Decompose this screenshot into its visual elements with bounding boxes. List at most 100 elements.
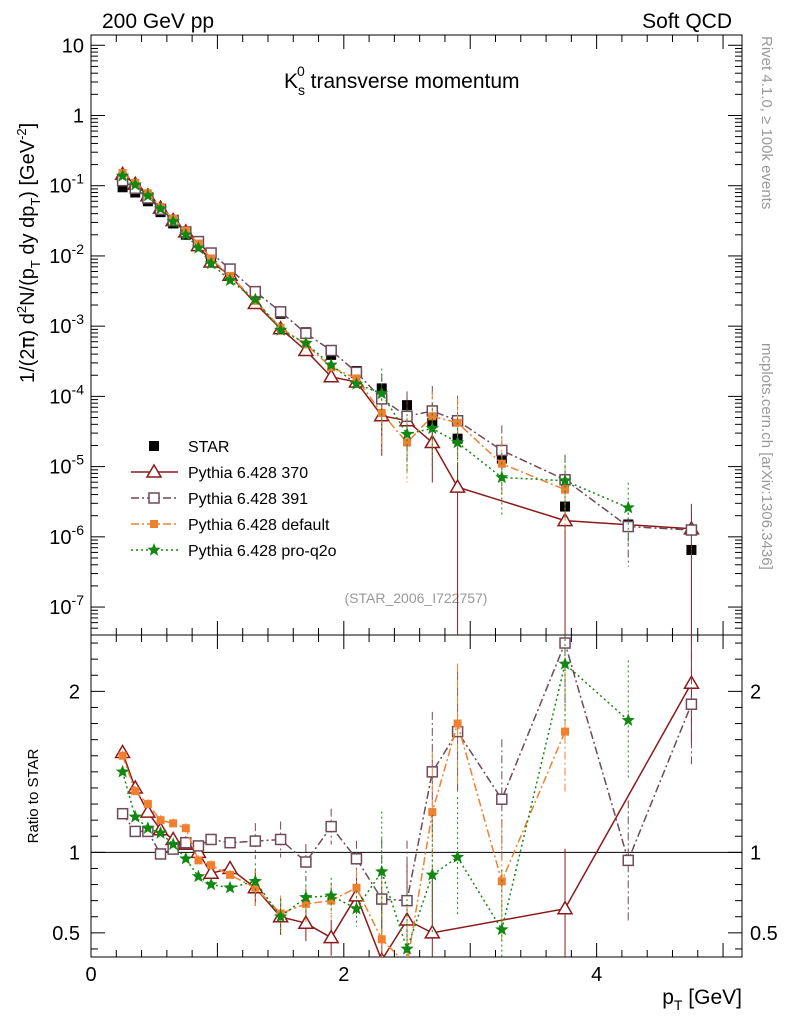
plot-title-main: K <box>284 70 298 93</box>
ratio-marker-p391 <box>685 698 698 710</box>
main-marker-pq2o <box>248 292 262 306</box>
xlabel-p: p <box>662 986 674 1009</box>
main-y-tick-label: 10-4 <box>49 381 84 408</box>
main-y-axis-label: 1/(2π) d2N/(pT dy dpT) [GeV-2] <box>14 123 43 383</box>
main-marker-pdef <box>377 408 386 417</box>
ratio-marker-pq2o <box>621 713 635 726</box>
ratio-marker-p391 <box>559 637 571 649</box>
main-y-tick-base: 10 <box>49 176 71 198</box>
header-left-label: 200 GeV pp <box>102 10 214 33</box>
x-axis-label: pT [GeV] <box>662 986 742 1013</box>
ratio-data-layer <box>114 635 700 969</box>
main-marker-pq2o <box>621 500 635 514</box>
ratio-marker-p391 <box>224 836 236 849</box>
legend-marker-p370 <box>145 463 163 478</box>
ratio-marker-pdef <box>156 816 165 825</box>
analysis-id-label: (STAR_2006_I722757) <box>345 590 488 606</box>
main-y-tick-exp: -3 <box>72 311 85 327</box>
x-tick-label: 2 <box>338 964 349 986</box>
ratio-marker-pdef <box>181 824 190 833</box>
ratio-marker-p391 <box>496 793 508 805</box>
ratio-marker-pdef <box>143 800 152 809</box>
ratio-marker-pq2o <box>204 877 218 891</box>
main-y-tick-base: 10 <box>49 597 71 619</box>
main-y-tick-base: 10 <box>49 316 71 338</box>
ratio-marker-p391 <box>249 835 262 847</box>
header-right-label: Soft QCD <box>642 10 732 33</box>
ratio-marker-pq2o <box>349 901 364 915</box>
x-tick-label: 0 <box>85 964 96 986</box>
ratio-marker-pq2o <box>191 869 206 883</box>
main-marker-pq2o <box>204 256 218 270</box>
main-series-line-p391 <box>122 180 692 531</box>
main-series-line-pq2o <box>122 175 629 509</box>
main-y-tick-base: 10 <box>49 246 71 268</box>
main-y-tick-exp: -7 <box>72 592 85 608</box>
ratio-marker-pq2o <box>400 942 414 955</box>
legend-label-p370: Pythia 6.428 370 <box>188 465 308 482</box>
ylabel-part-e: ) [GeV <box>17 139 39 197</box>
ratio-marker-pdef <box>194 856 203 865</box>
main-marker-pq2o <box>495 470 509 484</box>
main-marker-pq2o <box>179 227 193 241</box>
main-marker-STAR <box>117 182 128 193</box>
plot-title-sup: 0 <box>297 63 305 79</box>
ratio-marker-p391 <box>325 820 337 833</box>
ratio-panel-frame <box>90 634 743 958</box>
ylabel-part-f: ] <box>17 123 39 129</box>
ratio-y-tick-label-left: 2 <box>69 681 80 703</box>
main-marker-pq2o <box>141 188 155 202</box>
main-y-tick-label: 1 <box>73 105 84 127</box>
main-marker-pdef <box>403 438 412 447</box>
ratio-marker-p391 <box>274 833 287 846</box>
ratio-marker-pdef <box>131 787 140 796</box>
main-marker-pq2o <box>299 336 313 349</box>
main-y-tick-label: 10 <box>62 35 84 57</box>
legend: STAR Pythia 6.428 370 Pythia 6.428 391 Pyth… <box>131 439 337 560</box>
ratio-marker-pq2o <box>274 909 288 923</box>
main-marker-pq2o <box>400 427 414 440</box>
main-y-tick-base: 10 <box>49 527 71 549</box>
ylabel-part-a: 1/(2 <box>17 349 39 383</box>
ylabel-part-subT: T <box>28 260 43 268</box>
ratio-marker-pq2o <box>495 922 509 936</box>
main-marker-pq2o <box>274 323 288 336</box>
main-y-tick-label: 10-7 <box>49 592 84 619</box>
main-y-tick-label: 10-5 <box>49 452 84 479</box>
main-y-tick-base: 10 <box>49 457 71 479</box>
main-y-tick-base: 10 <box>49 386 71 408</box>
ratio-y-tick-label-right: 0.5 <box>750 923 778 945</box>
main-y-tick-base: 1 <box>73 105 84 127</box>
ratio-y-tick-label-left: 1 <box>69 842 80 864</box>
ratio-marker-pdef <box>352 883 361 892</box>
ratio-marker-pq2o <box>179 851 193 865</box>
main-marker-pdef <box>428 412 437 421</box>
main-marker-pq2o <box>450 435 465 449</box>
ratio-marker-pq2o <box>141 821 155 834</box>
main-marker-p370 <box>449 478 466 493</box>
ratio-series-line-pq2o <box>121 662 629 952</box>
plot-title-rest: transverse momentum <box>305 70 520 93</box>
main-marker-pq2o <box>425 421 439 435</box>
ratio-marker-p391 <box>300 856 312 868</box>
ylabel-part-c: N/(p <box>17 268 39 306</box>
ratio-marker-p370 <box>556 900 574 915</box>
ratio-marker-pq2o <box>166 837 180 850</box>
ratio-marker-pdef <box>403 961 411 969</box>
main-marker-p391 <box>685 524 698 536</box>
ratio-y-tick-label-left: 0.5 <box>52 923 80 945</box>
ratio-y-tick-label-right: 2 <box>750 681 761 703</box>
ylabel-part-supm2: -2 <box>14 128 29 140</box>
main-marker-p391 <box>622 520 634 533</box>
legend-marker-STAR <box>149 441 159 451</box>
main-marker-pq2o <box>558 473 572 487</box>
ratio-marker-p391 <box>116 807 129 820</box>
main-y-tick-label: 10-6 <box>49 522 84 549</box>
xlabel-unit: [GeV] <box>682 986 742 1009</box>
ratio-marker-pq2o <box>425 867 439 881</box>
main-data-layer <box>114 165 700 635</box>
ratio-marker-pq2o <box>248 874 262 887</box>
main-y-tick-exp: -2 <box>72 241 85 257</box>
ratio-marker-p370 <box>297 914 315 929</box>
